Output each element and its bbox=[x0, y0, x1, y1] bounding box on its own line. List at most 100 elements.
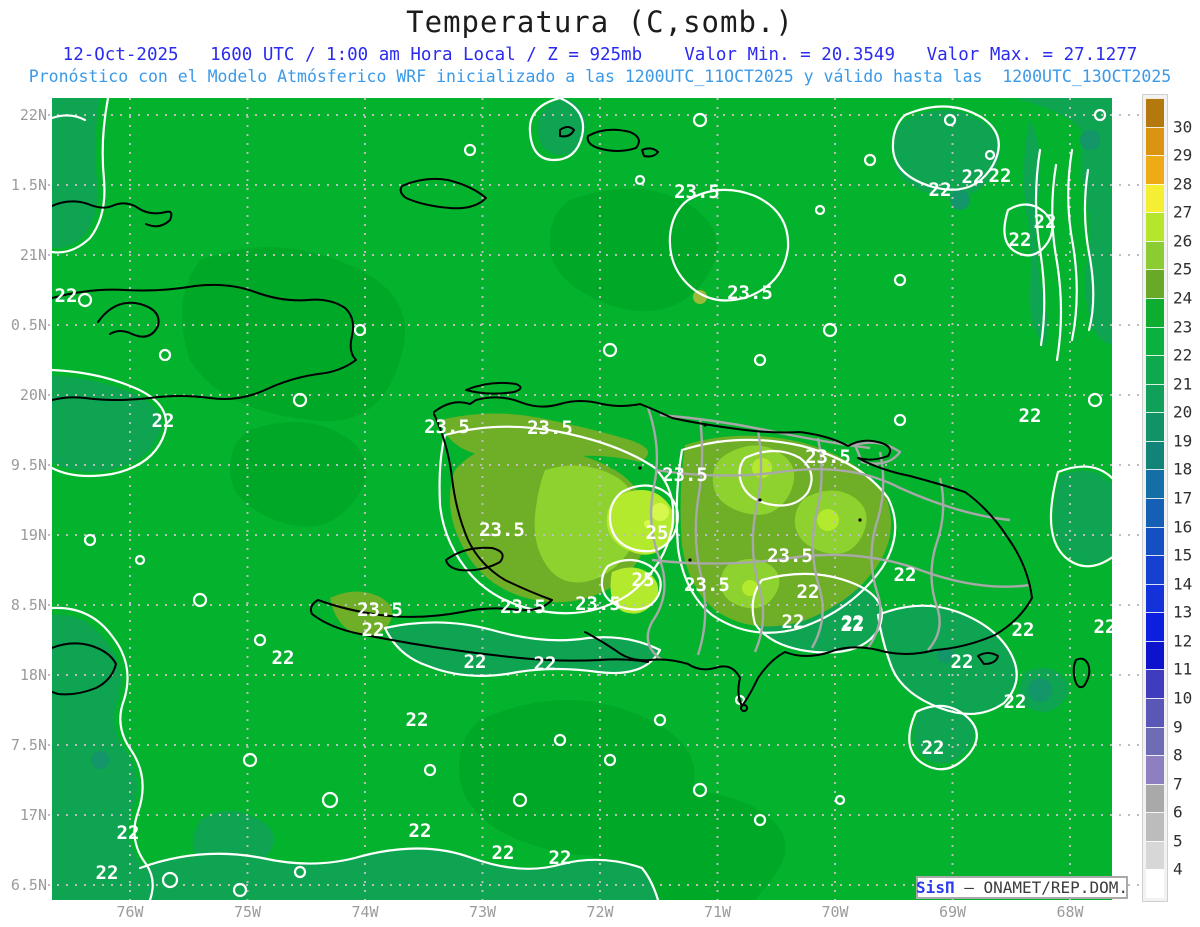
colorbar-segment bbox=[1146, 240, 1164, 270]
contour-label: 22 bbox=[841, 612, 865, 634]
lat-tick-label: 6.5N bbox=[10, 876, 47, 894]
contour-label: 23.5 bbox=[727, 282, 773, 304]
colorbar-tick-label: 11 bbox=[1173, 659, 1193, 679]
subtitle-line1: 12-Oct-2025 1600 UTC / 1:00 am Hora Loca… bbox=[62, 45, 1138, 65]
colorbar-segment bbox=[1146, 155, 1164, 184]
contour-label: 23.5 bbox=[575, 593, 621, 615]
contour-label: 22 bbox=[840, 614, 864, 636]
contour-label: 25 bbox=[631, 569, 655, 591]
legend-box: SisΠ – ONAMET/REP.DOM. bbox=[916, 876, 1128, 899]
colorbar-tick-label: 20 bbox=[1173, 402, 1193, 422]
contour-label: 22 bbox=[1011, 619, 1035, 641]
contour-label: 22 bbox=[928, 179, 952, 201]
contour-label: 22 bbox=[781, 611, 805, 633]
colorbar-segment bbox=[1146, 98, 1164, 127]
colorbar-segment bbox=[1146, 526, 1164, 556]
colorbar-segment bbox=[1146, 783, 1164, 813]
contour-label: 22 bbox=[116, 822, 140, 844]
contour-label: 23.5 bbox=[767, 545, 813, 567]
colorbar-tick-label: 5 bbox=[1173, 831, 1183, 851]
contour-label: 23.5 bbox=[674, 181, 720, 203]
colorbar-segment bbox=[1146, 869, 1164, 898]
colorbar-tick-label: 29 bbox=[1173, 145, 1193, 165]
contour-label: 22 bbox=[1018, 405, 1042, 427]
contour-label: 22 bbox=[961, 166, 985, 188]
colorbar-segment bbox=[1146, 812, 1164, 841]
colorbar-segment bbox=[1146, 498, 1164, 527]
brand-text: SisΠ bbox=[916, 878, 955, 897]
contour-label: 23.5 bbox=[424, 416, 470, 438]
page-title: Temperatura (C,somb.) bbox=[406, 5, 794, 39]
colorbar-tick-label: 27 bbox=[1173, 202, 1193, 222]
contour-label: 23.5 bbox=[479, 519, 525, 541]
contour-label: 23.5 bbox=[684, 574, 730, 596]
colorbar-tick-label: 8 bbox=[1173, 745, 1183, 765]
contour-label: 23.5 bbox=[527, 417, 573, 439]
contour-label: 22 bbox=[361, 619, 385, 641]
temperature-shading bbox=[52, 98, 1112, 900]
colorbar-tick-label: 9 bbox=[1173, 717, 1183, 737]
colorbar-tick-label: 10 bbox=[1173, 688, 1193, 708]
contour-label: 22 bbox=[95, 862, 119, 884]
colorbar-segment bbox=[1146, 640, 1164, 670]
lon-tick-label: 73W bbox=[468, 903, 497, 921]
contour-label: 22 bbox=[988, 165, 1012, 187]
contour-label: 22 bbox=[491, 842, 515, 864]
colorbar-segment bbox=[1146, 298, 1164, 327]
lat-tick-label: 18N bbox=[19, 666, 47, 684]
colorbar-segment bbox=[1146, 669, 1164, 698]
colorbar-segment bbox=[1146, 755, 1164, 784]
contour-label: 23.5 bbox=[357, 599, 403, 621]
colorbar-tick-label: 28 bbox=[1173, 174, 1193, 194]
lat-tick-label: 1.5N bbox=[10, 176, 47, 194]
colorbar-tick-label: 6 bbox=[1173, 802, 1183, 822]
lat-tick-label: 7.5N bbox=[10, 736, 47, 754]
colorbar-segment bbox=[1146, 212, 1164, 241]
lon-tick-label: 72W bbox=[586, 903, 614, 921]
lat-tick-label: 20N bbox=[19, 386, 47, 404]
contour-label: 22 bbox=[271, 647, 295, 669]
colorbar-segment bbox=[1146, 412, 1164, 441]
lon-tick-label: 75W bbox=[233, 903, 262, 921]
lat-tick-label: 22N bbox=[19, 106, 47, 124]
colorbar-segment bbox=[1146, 726, 1164, 756]
contour-label: 22 bbox=[405, 709, 429, 731]
colorbar-tick-label: 23 bbox=[1173, 317, 1193, 337]
colorbar-tick-label: 17 bbox=[1173, 488, 1193, 508]
contour-label: 22 bbox=[950, 651, 974, 673]
colorbar-segment bbox=[1146, 840, 1164, 870]
subtitle-line2: Pronóstico con el Modelo Atmósferico WRF… bbox=[28, 67, 1172, 86]
colorbar-tick-label: 21 bbox=[1173, 374, 1193, 394]
lon-tick-label: 71W bbox=[703, 903, 732, 921]
colorbar-segment bbox=[1146, 355, 1164, 384]
lon-tick-label: 76W bbox=[116, 903, 144, 921]
contour-label: 23.5 bbox=[500, 596, 546, 618]
colorbar-tick-label: 4 bbox=[1173, 859, 1183, 879]
lat-tick-label: 19N bbox=[19, 526, 47, 544]
colorbar-segment bbox=[1146, 326, 1164, 356]
colorbar-tick-label: 15 bbox=[1173, 545, 1193, 565]
colorbar-tick-label: 25 bbox=[1173, 259, 1193, 279]
colorbar-tick-label: 26 bbox=[1173, 231, 1193, 251]
contour-label: 22 bbox=[408, 820, 432, 842]
colorbar-segment bbox=[1146, 440, 1164, 470]
lon-tick-label: 70W bbox=[821, 903, 849, 921]
colorbar-tick-label: 14 bbox=[1173, 574, 1193, 594]
lat-tick-label: 9.5N bbox=[10, 456, 47, 474]
colorbar-tick-label: 22 bbox=[1173, 345, 1193, 365]
lat-tick-label: 21N bbox=[19, 246, 47, 264]
colorbar-tick-label: 12 bbox=[1173, 631, 1193, 651]
contour-label: 22 bbox=[533, 653, 557, 675]
colorbar-segment bbox=[1146, 383, 1164, 413]
colorbar-segment bbox=[1146, 698, 1164, 727]
contour-label: 22 bbox=[151, 410, 175, 432]
contour-label: 22 bbox=[1008, 229, 1032, 251]
contour-label: 22 bbox=[463, 651, 487, 673]
colorbar-segment bbox=[1146, 555, 1164, 584]
contour-label: 25 bbox=[645, 522, 669, 544]
colorbar-tick-label: 24 bbox=[1173, 288, 1193, 308]
contour-label: 22 bbox=[921, 737, 945, 759]
colorbar-segment bbox=[1146, 183, 1164, 213]
contour-label: 22 bbox=[1093, 616, 1117, 638]
